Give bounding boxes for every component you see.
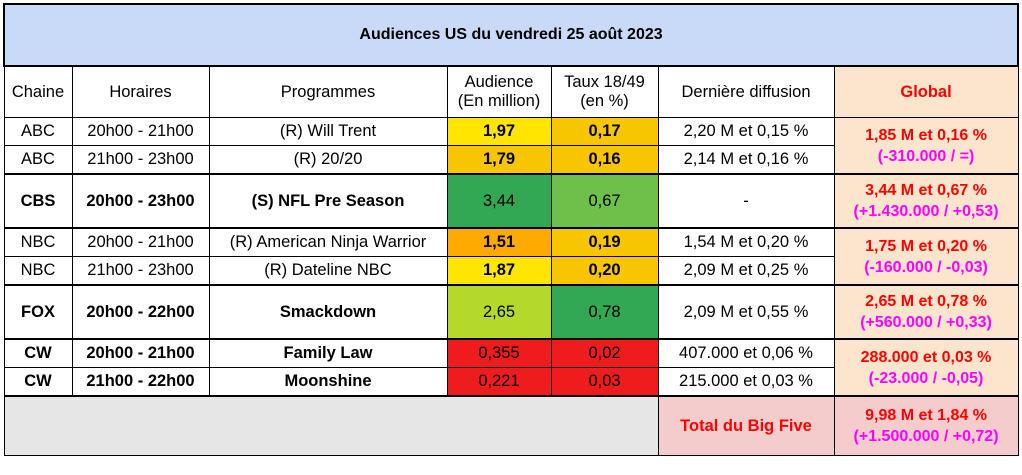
- total-row: Total du Big Five 9,98 M et 1,84 % (+1.50…: [3, 395, 1019, 456]
- cell-programme: (R) American Ninja Warrior: [208, 227, 448, 257]
- header-derniere: Dernière diffusion: [657, 65, 835, 118]
- cell-programme: Moonshine: [208, 367, 448, 397]
- cell-audience: 2,65: [446, 284, 552, 340]
- total-value: 9,98 M et 1,84 % (+1.500.000 / +0,72): [833, 395, 1019, 456]
- table-row: ABC 20h00 - 21h00 (R) Will Trent 1,97 0,…: [3, 117, 1019, 175]
- header-horaires: Horaires: [71, 65, 210, 118]
- cell-programme: (S) NFL Pre Season: [208, 173, 448, 229]
- global-cw-total: 288.000 et 0,03 %: [860, 348, 992, 366]
- cell-horaires: 20h00 - 21h00: [71, 338, 210, 368]
- cell-taux: 0,16: [550, 145, 659, 175]
- global-fox-total: 2,65 M et 0,78 %: [865, 293, 987, 310]
- audience-table: Audiences US du vendredi 25 août 2023 Ch…: [2, 3, 1020, 456]
- cell-programme: (R) 20/20: [208, 145, 448, 175]
- cell-derniere: 2,20 M et 0,15 %: [657, 117, 835, 146]
- cell-programme: Family Law: [208, 338, 448, 368]
- cell-taux: 0,67: [550, 173, 659, 229]
- table-row: NBC 20h00 - 21h00 (R) American Ninja War…: [3, 227, 1019, 286]
- cell-programme: (R) Dateline NBC: [208, 256, 448, 286]
- cell-taux: 0,03: [550, 367, 659, 397]
- table-row: CW 20h00 - 21h00 Family Law 0,355 0,02 4…: [3, 338, 1019, 397]
- cell-taux: 0,17: [550, 117, 659, 146]
- cell-horaires: 21h00 - 22h00: [71, 367, 210, 397]
- header-taux-line1: Taux 18/49: [564, 73, 645, 91]
- cell-chaine: ABC: [3, 117, 73, 146]
- table-row: CBS 20h00 - 23h00 (S) NFL Pre Season 3,4…: [3, 173, 1019, 229]
- header-audience-line2: (En million): [457, 92, 541, 110]
- header-global: Global: [833, 65, 1019, 118]
- cell-chaine: CBS: [3, 173, 73, 229]
- cell-derniere: 2,09 M et 0,25 %: [657, 256, 835, 286]
- header-chaine: Chaine: [3, 65, 73, 118]
- cell-horaires: 21h00 - 23h00: [71, 145, 210, 175]
- cell-chaine: ABC: [3, 145, 73, 175]
- total-value-line2: (+1.500.000 / +0,72): [853, 428, 999, 445]
- cell-derniere: 407.000 et 0,06 %: [657, 338, 835, 368]
- global-abc-total: 1,85 M et 0,16 %: [865, 126, 987, 144]
- total-value-line1: 9,98 M et 1,84 %: [865, 407, 987, 424]
- table-title: Audiences US du vendredi 25 août 2023: [2, 3, 1020, 67]
- cell-audience: 1,87: [446, 256, 552, 286]
- total-blank-area: [3, 395, 659, 456]
- global-fox-delta: (+560.000 / +0,33): [860, 314, 992, 331]
- cell-derniere: -: [657, 173, 835, 229]
- global-cbs: 3,44 M et 0,67 % (+1.430.000 / +0,53): [833, 173, 1019, 229]
- cell-chaine: CW: [3, 367, 73, 397]
- global-cbs-total: 3,44 M et 0,67 %: [865, 182, 987, 199]
- cell-horaires: 20h00 - 21h00: [71, 227, 210, 257]
- header-audience-line1: Audience: [464, 73, 534, 91]
- cell-audience: 3,44: [446, 173, 552, 229]
- cell-taux: 0,20: [550, 256, 659, 286]
- cell-taux: 0,19: [550, 227, 659, 257]
- global-cbs-delta: (+1.430.000 / +0,53): [853, 203, 999, 220]
- cell-chaine: NBC: [3, 256, 73, 286]
- total-label: Total du Big Five: [657, 395, 835, 456]
- header-audience: Audience (En million): [446, 65, 552, 118]
- global-nbc: 1,75 M et 0,20 % (-160.000 / -0,03): [833, 227, 1019, 286]
- header-taux: Taux 18/49 (en %): [550, 65, 659, 118]
- global-nbc-delta: (-160.000 / -0,03): [864, 258, 988, 276]
- cell-programme: Smackdown: [208, 284, 448, 340]
- cell-chaine: CW: [3, 338, 73, 368]
- cell-derniere: 215.000 et 0,03 %: [657, 367, 835, 397]
- cell-horaires: 20h00 - 22h00: [71, 284, 210, 340]
- cell-audience: 0,355: [446, 338, 552, 368]
- cell-horaires: 20h00 - 21h00: [71, 117, 210, 146]
- cell-chaine: NBC: [3, 227, 73, 257]
- global-abc-delta: (-310.000 / =): [877, 147, 975, 165]
- cell-audience: 1,97: [446, 117, 552, 146]
- table-row: CW 21h00 - 22h00 Moonshine 0,221 0,03 21…: [3, 367, 1018, 397]
- header-taux-line2: (en %): [580, 92, 629, 110]
- global-cw-delta: (-23.000 / -0,05): [868, 369, 984, 387]
- table-row: NBC 21h00 - 23h00 (R) Dateline NBC 1,87 …: [3, 256, 1018, 286]
- cell-programme: (R) Will Trent: [208, 117, 448, 146]
- global-abc: 1,85 M et 0,16 % (-310.000 / =): [833, 117, 1019, 175]
- cell-audience: 0,221: [446, 367, 552, 397]
- cell-derniere: 1,54 M et 0,20 %: [657, 227, 835, 257]
- header-row: Chaine Horaires Programmes Audience (En m…: [3, 65, 1019, 118]
- cell-horaires: 21h00 - 23h00: [71, 256, 210, 286]
- cell-taux: 0,78: [550, 284, 659, 340]
- global-fox: 2,65 M et 0,78 % (+560.000 / +0,33): [833, 284, 1019, 340]
- header-programmes: Programmes: [208, 65, 448, 118]
- cell-derniere: 2,14 M et 0,16 %: [657, 145, 835, 175]
- table-row: ABC 21h00 - 23h00 (R) 20/20 1,79 0,16 2,…: [3, 145, 1018, 175]
- cell-derniere: 2,09 M et 0,55 %: [657, 284, 835, 340]
- cell-horaires: 20h00 - 23h00: [71, 173, 210, 229]
- global-cw: 288.000 et 0,03 % (-23.000 / -0,05): [833, 338, 1019, 397]
- cell-taux: 0,02: [550, 338, 659, 368]
- table-row: FOX 20h00 - 22h00 Smackdown 2,65 0,78 2,…: [3, 284, 1019, 340]
- cell-chaine: FOX: [3, 284, 73, 340]
- title-row: Audiences US du vendredi 25 août 2023: [2, 3, 1020, 67]
- cell-audience: 1,79: [446, 145, 552, 175]
- cell-audience: 1,51: [446, 227, 552, 257]
- global-nbc-total: 1,75 M et 0,20 %: [865, 237, 987, 255]
